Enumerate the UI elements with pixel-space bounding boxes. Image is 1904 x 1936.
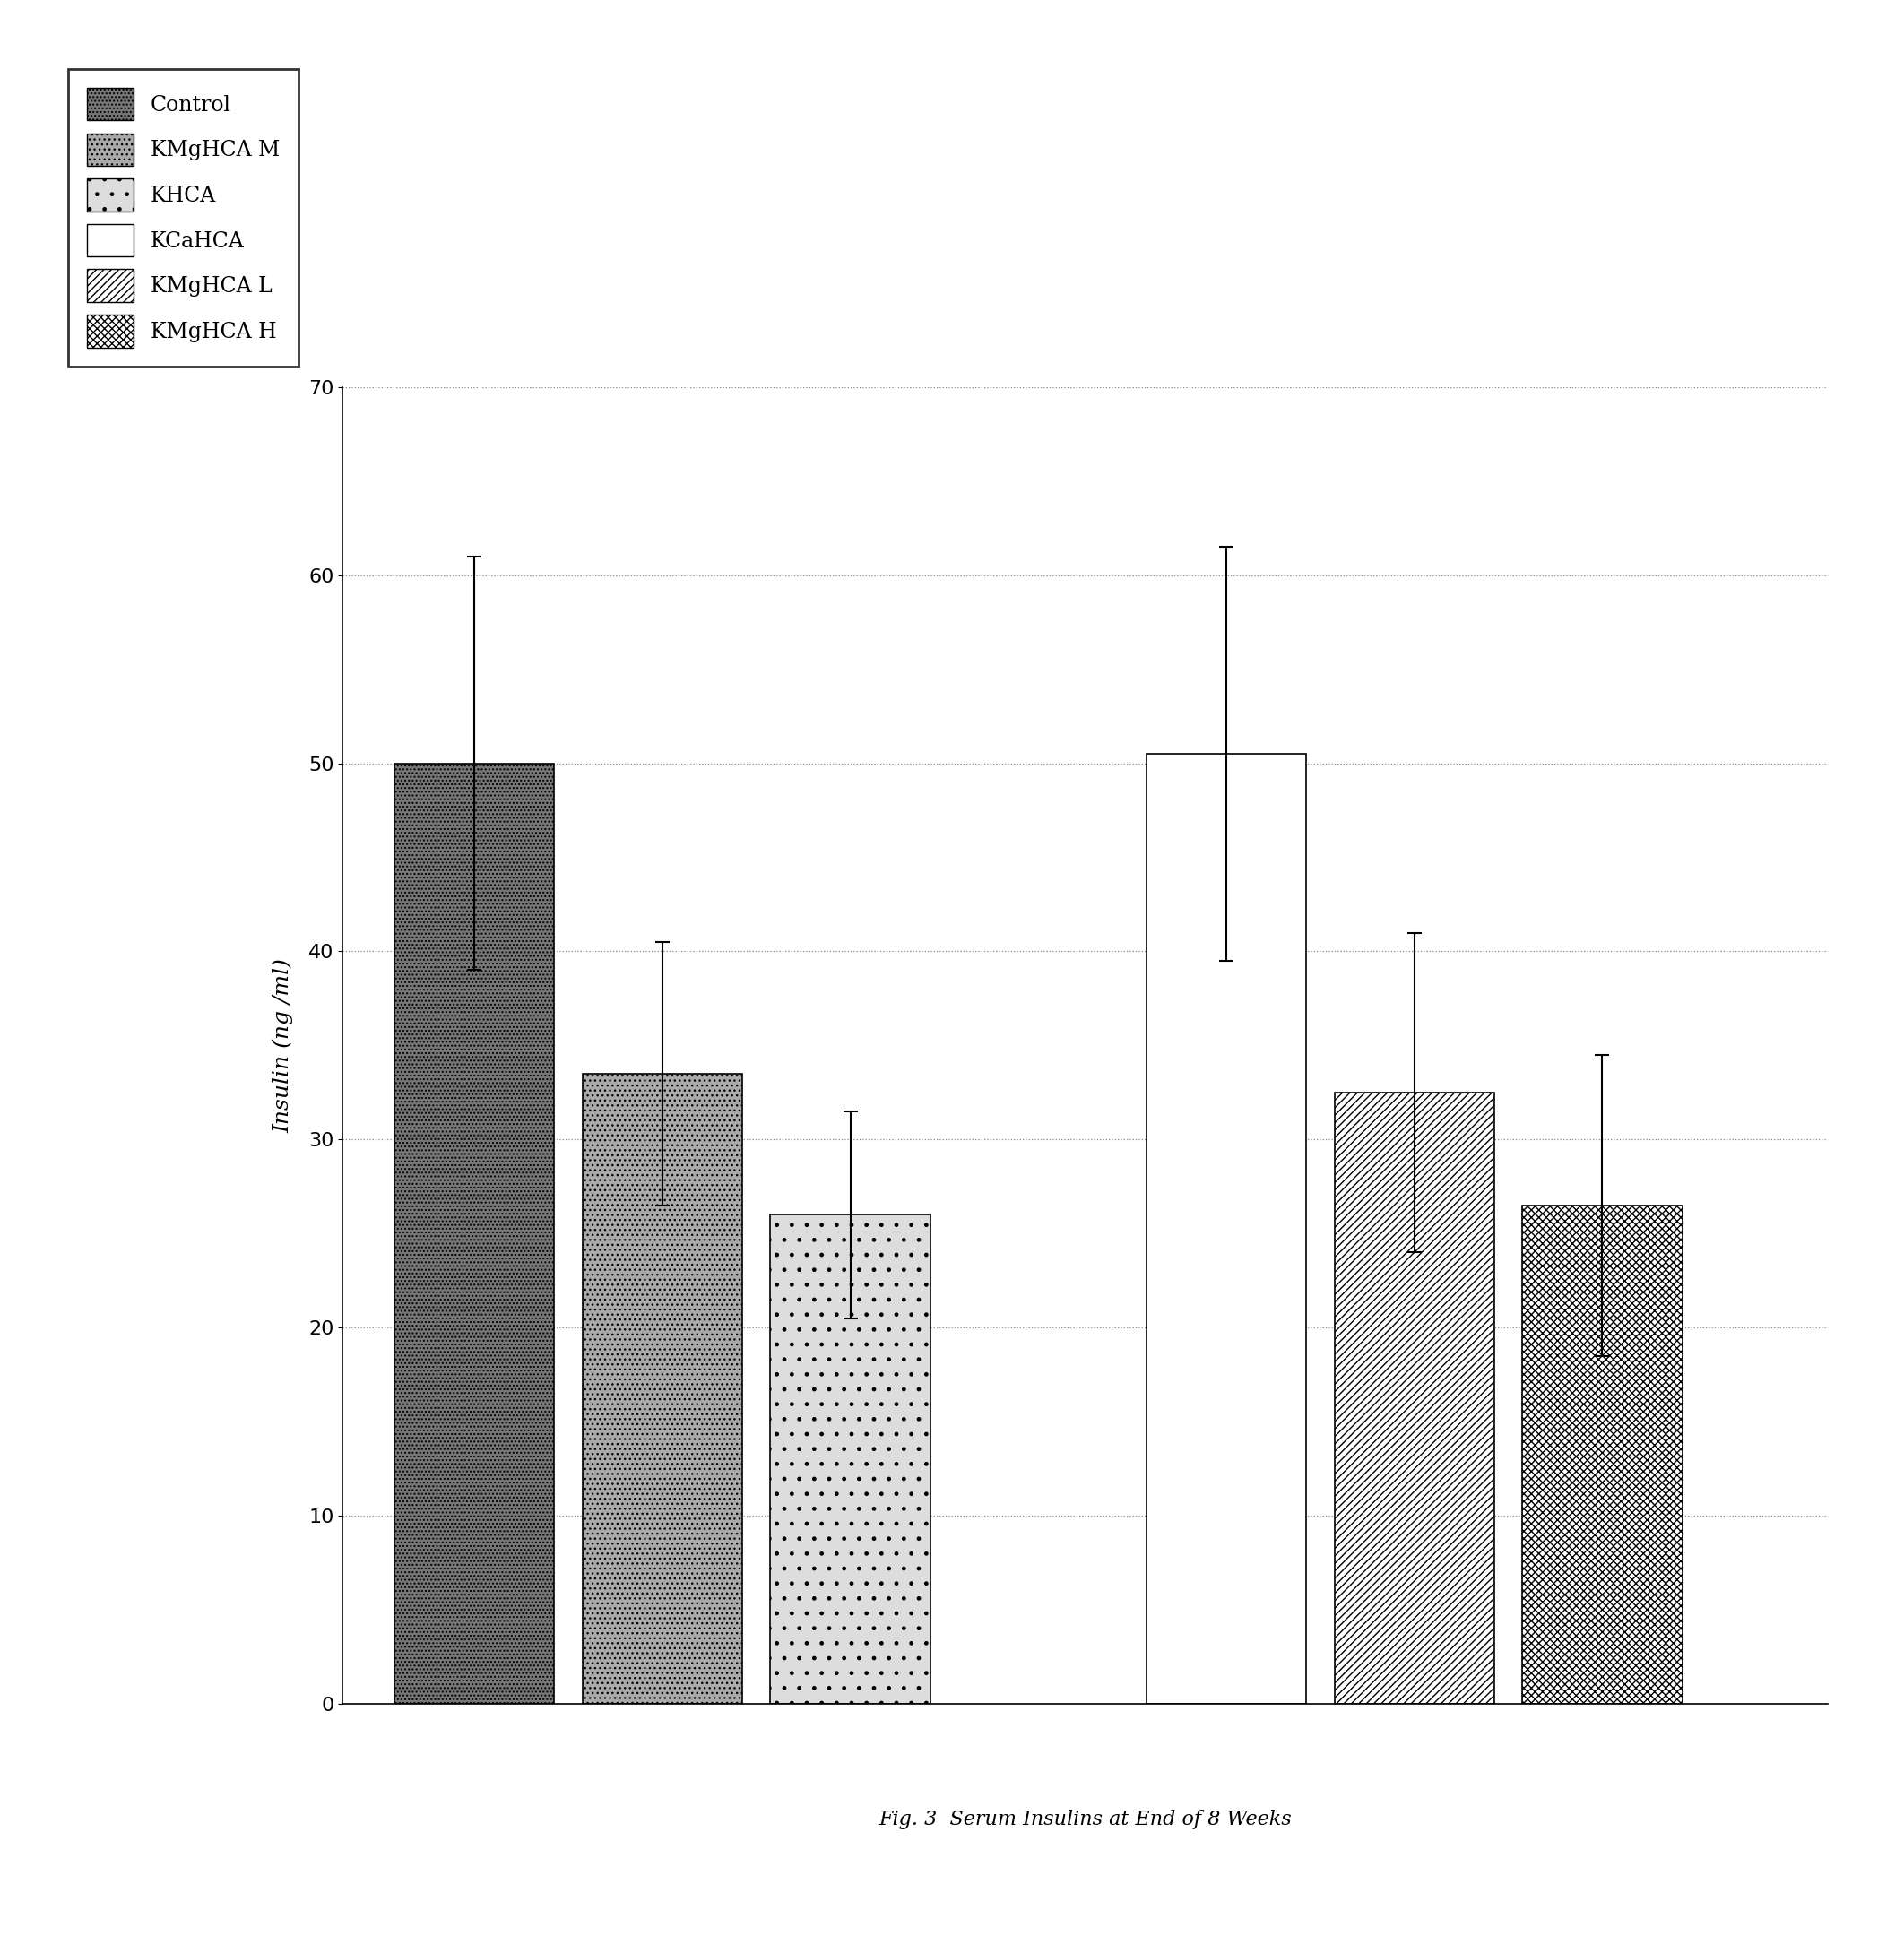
Bar: [394, 763, 554, 1704]
Text: Fig. 3  Serum Insulins at End of 8 Weeks: Fig. 3 Serum Insulins at End of 8 Weeks: [880, 1810, 1291, 1830]
Bar: [583, 1074, 743, 1704]
Bar: [1146, 753, 1306, 1704]
Bar: [1335, 1092, 1495, 1704]
Bar: [1523, 1206, 1681, 1704]
Bar: [771, 1214, 931, 1704]
Y-axis label: Insulin (ng /ml): Insulin (ng /ml): [272, 958, 293, 1133]
Legend: Control, KMgHCA M, KHCA, KCaHCA, KMgHCA L, KMgHCA H: Control, KMgHCA M, KHCA, KCaHCA, KMgHCA …: [69, 68, 299, 366]
